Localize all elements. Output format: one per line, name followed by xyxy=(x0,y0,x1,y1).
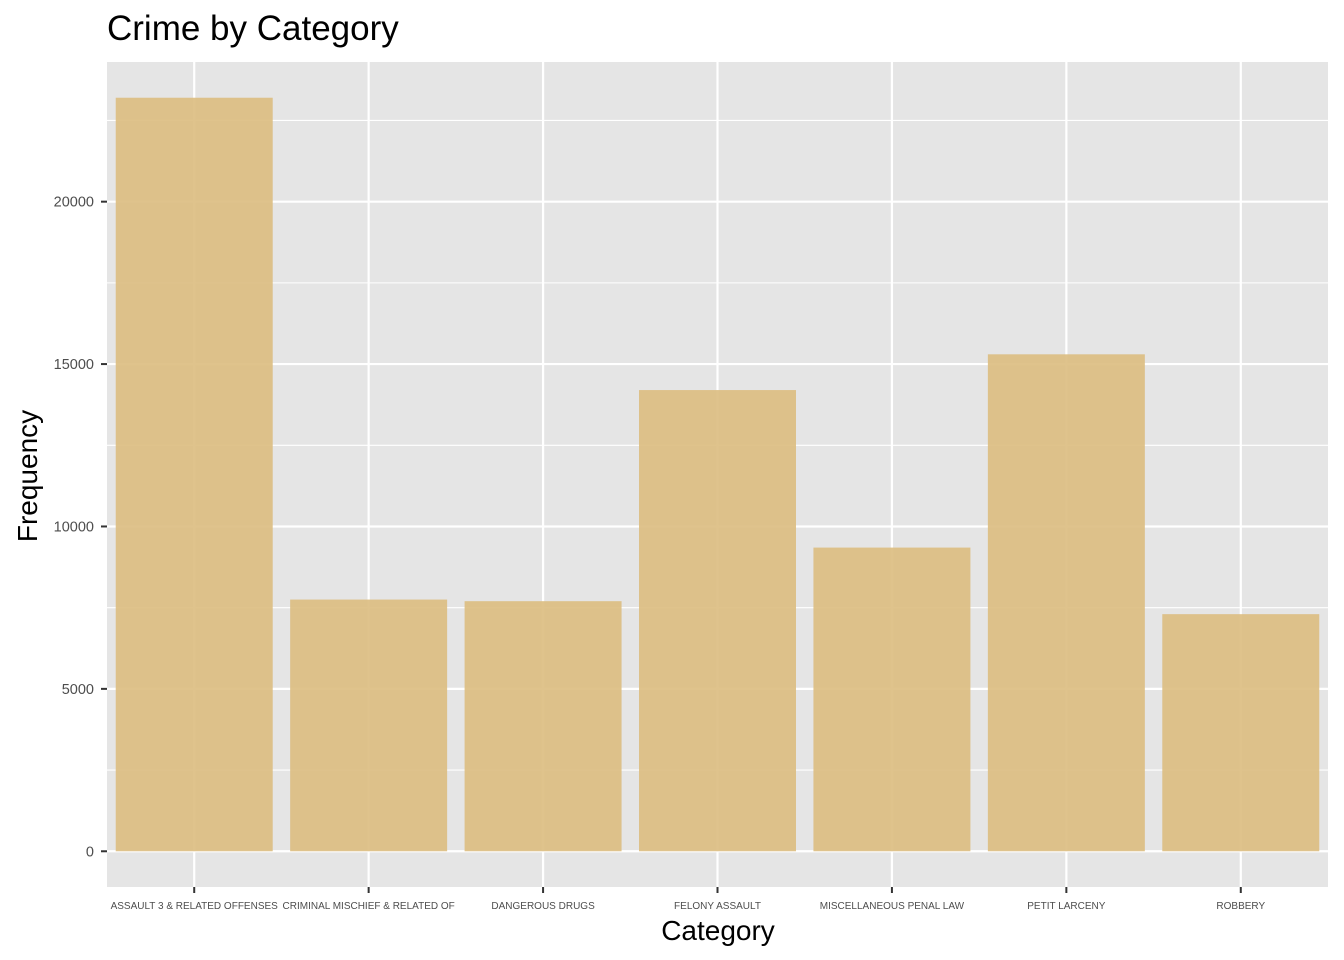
bar xyxy=(639,390,796,852)
y-tick-label: 5000 xyxy=(62,682,94,698)
x-tick-label: PETIT LARCENY xyxy=(1027,901,1105,912)
x-tick-label: FELONY ASSAULT xyxy=(674,901,761,912)
bar xyxy=(464,601,622,852)
x-tick-label: DANGEROUS DRUGS xyxy=(491,901,595,912)
bar xyxy=(1162,614,1320,852)
x-tick-label: ROBBERY xyxy=(1216,901,1265,912)
bar xyxy=(115,97,273,852)
x-axis-title: Category xyxy=(661,915,775,946)
y-tick-label: 15000 xyxy=(54,357,94,373)
y-tick-label: 20000 xyxy=(54,195,94,211)
y-axis-title: Frequency xyxy=(12,410,43,542)
y-tick-label: 10000 xyxy=(54,519,94,535)
x-tick-label: ASSAULT 3 & RELATED OFFENSES xyxy=(111,901,279,912)
y-tick-label: 0 xyxy=(86,844,94,860)
bar xyxy=(987,354,1145,852)
bar xyxy=(813,547,971,852)
chart-title: Crime by Category xyxy=(107,9,399,48)
bar xyxy=(290,599,448,852)
x-tick-label: MISCELLANEOUS PENAL LAW xyxy=(820,901,965,912)
x-tick-label: CRIMINAL MISCHIEF & RELATED OF xyxy=(283,901,455,912)
plot-panel: 0 5000 10000 15000 20000 ASSAULT 3 & RELATED … xyxy=(54,62,1328,912)
